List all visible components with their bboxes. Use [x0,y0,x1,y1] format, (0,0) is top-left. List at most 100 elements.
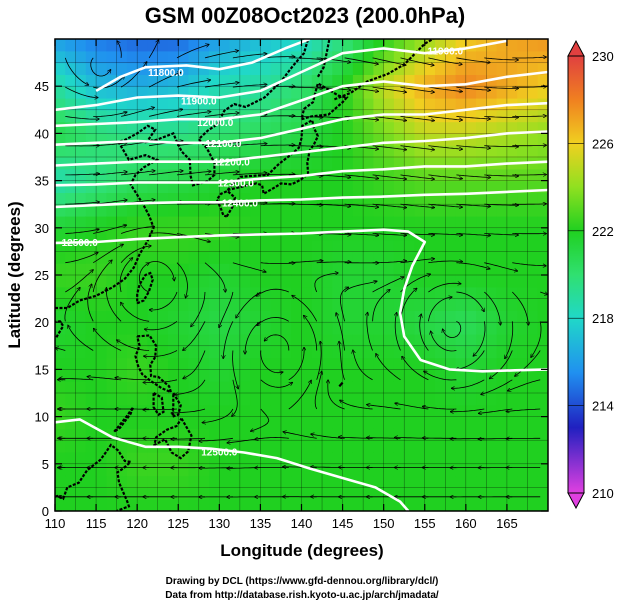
field-cell [363,475,374,488]
field-cell [517,180,529,193]
field-cell [126,381,138,394]
field-cell [85,369,97,382]
colorbar-bottom-arrow [567,492,585,510]
field-cell [424,98,436,111]
field-cell [301,428,313,441]
field-cell [157,204,169,217]
field-cell [157,263,169,276]
field-cell [486,204,498,217]
field-cell [301,286,313,300]
field-cell [116,369,128,382]
field-cell [383,157,395,170]
streamline [292,295,318,322]
field-cell [239,428,251,441]
field-cell [537,263,548,276]
field-cell [517,74,529,87]
streamline [428,203,462,207]
field-cell [75,440,87,453]
field-cell [342,74,354,87]
field-cell [445,50,457,64]
field-cell [537,298,548,311]
coastline [55,443,134,511]
y-tick-label: 35 [35,174,49,189]
field-cell [75,192,87,205]
field-cell [147,180,159,193]
field-cell [506,133,518,146]
field-cell [106,369,118,382]
field-cell [373,121,385,134]
field-cell [126,334,138,347]
field-cell [311,204,323,217]
field-cell [506,381,518,394]
streamline [64,287,80,322]
field-cell [383,98,395,111]
field-cell [106,428,118,441]
credit-drawing: Drawing by DCL (https://www.gfd-dennou.o… [166,576,439,587]
field-cell [209,98,220,111]
height-contour [55,188,548,209]
streamline [428,145,462,150]
field-cell [250,204,261,217]
field-cell [352,204,364,217]
field-cell [75,239,87,252]
field-cell [435,334,446,347]
field-cell [209,334,220,347]
field-cell [486,216,498,229]
field-cell [281,286,292,300]
field-cell [332,322,344,335]
field-cell [342,251,354,264]
field-cell [65,487,77,500]
field-cell [270,298,282,311]
field-cell [435,357,446,370]
field-cell [455,369,467,382]
field-cell [281,62,292,75]
field-cell [281,499,292,511]
field-cell [85,334,97,347]
field-cell [363,499,374,511]
field-cell [424,216,436,229]
field-cell [332,251,344,264]
streamline [304,315,318,351]
field-cell [219,428,231,441]
field-cell [476,227,487,241]
field-cell [260,263,272,276]
field-cell [527,298,539,311]
field-cell [363,251,374,264]
field-cell [116,334,128,347]
field-cell [424,263,436,276]
field-cell [506,345,518,359]
field-cell [393,180,405,193]
field-cell [404,62,416,75]
field-cell [342,345,354,359]
field-cell [363,452,374,465]
field-cell [393,239,405,252]
coastline [333,39,434,101]
field-cell [404,74,416,87]
field-cell [455,62,467,75]
field-cell [188,263,200,276]
field-cell [455,357,467,370]
field-cell [301,404,313,418]
field-cell [229,239,241,252]
field-cell [178,357,190,370]
field-cell [126,416,138,429]
field-cell [311,298,323,311]
field-cell [55,452,66,465]
field-cell [209,275,220,288]
field-cell [455,499,467,511]
field-cell [435,263,446,276]
field-cell [476,393,487,406]
field-cell [85,475,97,488]
field-cell [198,239,210,252]
colorbar-tick-label: 214 [592,399,614,414]
streamline [481,379,513,395]
field-cell [147,487,159,500]
field-cell [332,381,344,394]
field-cell [414,62,426,75]
field-cell [311,381,323,394]
field-cell [239,50,251,64]
field-cell [424,62,436,75]
field-cell [198,74,210,87]
field-cell [65,440,77,453]
